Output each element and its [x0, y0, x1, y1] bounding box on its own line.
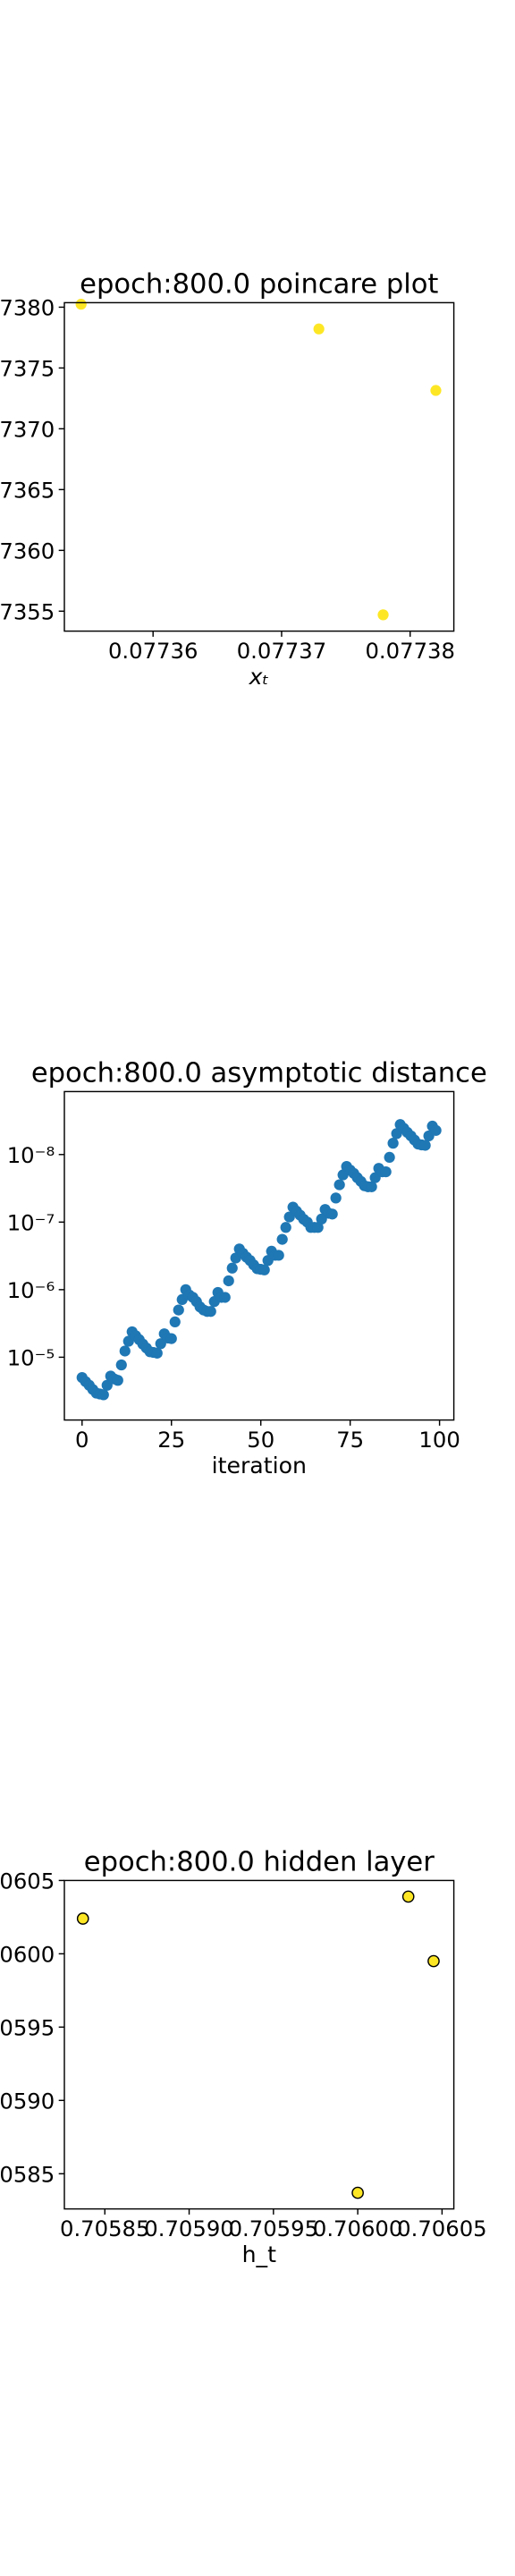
point [366, 1181, 377, 1192]
y-tick-label: 0.07380 [0, 294, 55, 320]
y-tick-label: 10⁻⁸ [7, 1142, 55, 1168]
x-tick-label: 25 [157, 1427, 185, 1453]
x-tick-label: 0.70590 [144, 2216, 233, 2241]
point [401, 1890, 415, 1903]
x-tick-label: 75 [336, 1427, 364, 1453]
x-tick-label: 0.70600 [313, 2216, 402, 2241]
chart-title: epoch:800.0 asymptotic distance [31, 1058, 487, 1089]
y-tick-label: 0.70600 [0, 1941, 55, 1967]
point [380, 1165, 392, 1178]
x-tick-label: 0.07737 [237, 638, 326, 664]
y-tick-label: 0.70585 [0, 2161, 55, 2187]
point [219, 1292, 231, 1303]
point [76, 1912, 89, 1925]
y-tick-label: 0.07370 [0, 416, 55, 442]
point [226, 1262, 238, 1274]
plot-frame [63, 1879, 455, 2210]
point [119, 1345, 131, 1357]
point [276, 1233, 288, 1245]
point [427, 1954, 440, 1968]
point [377, 609, 389, 621]
plot-frame [63, 1090, 455, 1421]
point [430, 1124, 442, 1136]
point [258, 1264, 270, 1275]
point [169, 1316, 181, 1328]
point [115, 1359, 127, 1371]
point [333, 1179, 345, 1191]
y-tick-label: 10⁻⁶ [7, 1277, 55, 1303]
x-axis-label: xₜ [249, 664, 269, 690]
x-tick-label: 50 [247, 1427, 274, 1453]
point [75, 299, 87, 310]
y-tick-label: 10⁻⁷ [7, 1209, 55, 1235]
y-tick-label: 10⁻⁵ [7, 1344, 55, 1370]
x-tick-label: 0 [75, 1427, 89, 1453]
point [313, 323, 325, 335]
point [430, 385, 442, 396]
point [151, 1347, 163, 1359]
chart-title: epoch:800.0 hidden layer [84, 1847, 435, 1878]
x-tick-label: 0.70595 [229, 2216, 318, 2241]
point [326, 1208, 338, 1220]
x-tick-label: 0.07738 [365, 638, 454, 664]
point [165, 1333, 177, 1344]
x-tick-label: 0.70585 [60, 2216, 149, 2241]
x-tick-label: 0.07736 [108, 638, 198, 664]
point [312, 1222, 324, 1233]
point [351, 2186, 364, 2199]
point [101, 1379, 113, 1391]
point [384, 1151, 395, 1164]
y-tick-label: 0.70595 [0, 2014, 55, 2040]
point [205, 1306, 216, 1318]
point [112, 1375, 123, 1386]
point [273, 1250, 284, 1261]
point [173, 1304, 184, 1316]
point [223, 1275, 234, 1287]
chart-title: epoch:800.0 poincare plot [80, 269, 438, 301]
point [330, 1192, 342, 1204]
x-tick-label: 0.70605 [397, 2216, 486, 2241]
y-tick-label: 0.70590 [0, 2088, 55, 2114]
point [387, 1138, 399, 1149]
x-tick-label: 100 [418, 1427, 460, 1453]
point [97, 1389, 109, 1401]
y-tick-label: 0.70605 [0, 1868, 55, 1894]
point [280, 1222, 291, 1233]
x-axis-label: h_t [242, 2241, 277, 2267]
y-tick-label: 0.07360 [0, 538, 55, 564]
point [419, 1140, 431, 1151]
plot-frame [63, 301, 455, 632]
x-axis-label: iteration [212, 1453, 307, 1479]
